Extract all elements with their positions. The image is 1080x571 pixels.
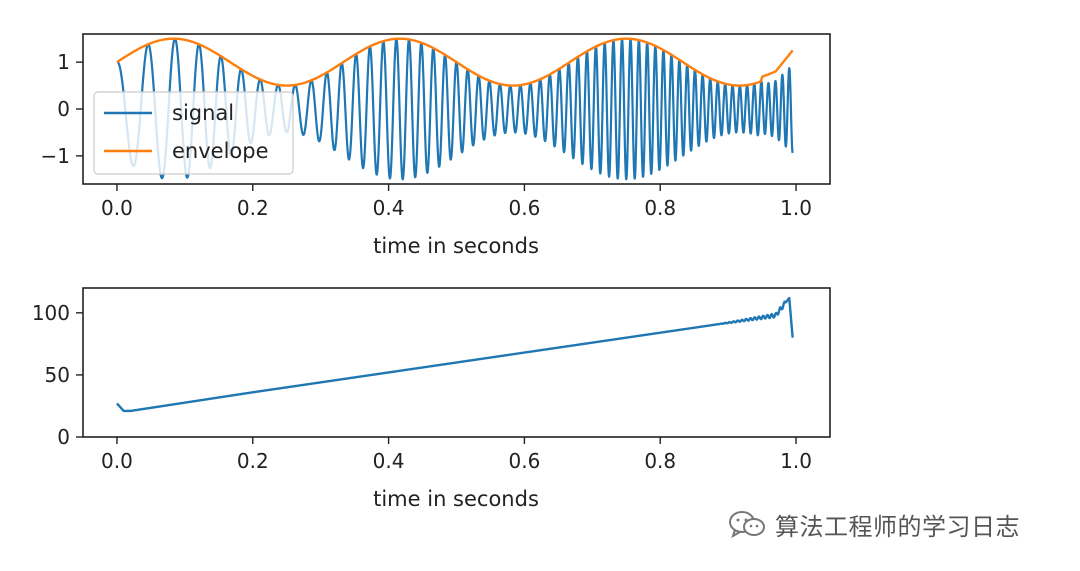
signal-x-ticks: 0.0 0.2 0.4 0.6 0.8 1.0 [101,184,812,220]
frequency-x-ticks: 0.0 0.2 0.4 0.6 0.8 1.0 [101,437,812,473]
signal-y-tick-label: 0 [57,97,70,121]
signal-y-tick-label: 1 [57,50,70,74]
signal-y-tick-label: −1 [41,144,70,168]
signal-subplot: 0.0 0.2 0.4 0.6 0.8 1.0 10−1 time in seconds … [41,33,831,258]
signal-x-tick-label: 0.6 [509,196,541,220]
signal-x-tick-label: 0.2 [237,196,269,220]
frequency-x-tick-label: 0.4 [373,449,405,473]
signal-x-tick-label: 1.0 [780,196,812,220]
signal-x-axis-label: time in seconds [373,234,539,258]
frequency-x-axis-label: time in seconds [373,487,539,511]
frequency-x-tick-label: 0.6 [509,449,541,473]
frequency-subplot: 0.0 0.2 0.4 0.6 0.8 1.0 100 50 0 time in second… [32,287,831,511]
signal-x-tick-label: 0.8 [644,196,676,220]
watermark-text: 算法工程师的学习日志 [775,512,1020,541]
legend-envelope-label: envelope [172,139,269,163]
signal-y-ticks: 1 0 −1 [41,50,83,168]
wechat-icon [729,511,765,539]
frequency-y-tick-label: 100 [32,301,70,325]
frequency-y-ticks: 100 50 0 [32,301,83,449]
signal-x-tick-label: 0.0 [101,196,133,220]
frequency-y-tick-label: 0 [57,425,70,449]
legend: signal envelope [93,91,294,175]
frequency-x-tick-label: 0.2 [237,449,269,473]
frequency-x-tick-label: 1.0 [780,449,812,473]
frequency-x-tick-label: 0.8 [644,449,676,473]
watermark: 算法工程师的学习日志 [727,507,1020,541]
frequency-series-group [116,296,794,413]
frequency-line [116,296,794,413]
frequency-y-tick-label: 50 [45,363,70,387]
signal-x-tick-label: 0.4 [373,196,405,220]
frequency-x-tick-label: 0.0 [101,449,133,473]
legend-signal-label: signal [172,101,234,125]
envelope-line [116,37,794,87]
